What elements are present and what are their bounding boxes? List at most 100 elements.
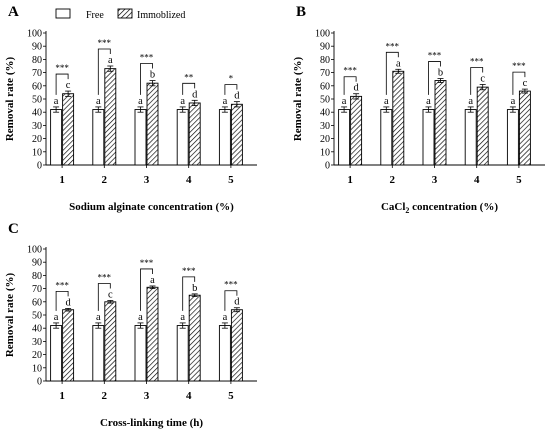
- chart-panel-c: C 0 10 20 30 40 50 60 70 80 90 100 Removal rate (%) C…: [4, 221, 257, 429]
- y-axis-title: Removal rate (%): [4, 57, 16, 142]
- y-tick-label: 20: [320, 134, 330, 145]
- bar-immoblized-1: [350, 95, 363, 166]
- significance-letter: a: [180, 312, 185, 323]
- significance-stars: ***: [140, 258, 154, 268]
- significance-bracket: [140, 63, 153, 95]
- x-axis-title: CaCl2 concentration (%): [381, 201, 498, 215]
- panel-letter: B: [296, 4, 306, 20]
- significance-stars: ***: [182, 266, 196, 276]
- y-tick-label: 0: [37, 161, 42, 172]
- y-tick-label: 10: [320, 147, 330, 158]
- y-tick-label: 30: [320, 121, 330, 132]
- bar-immoblized-2: [104, 68, 117, 166]
- y-tick-label: 50: [32, 95, 42, 106]
- significance-letter: a: [426, 96, 431, 107]
- panel-letter: C: [8, 221, 19, 237]
- significance-stars: ***: [470, 56, 484, 66]
- y-tick-label: 70: [32, 68, 42, 79]
- panel-letter: A: [8, 4, 19, 20]
- legend-swatch-immoblized: [117, 8, 133, 19]
- significance-bracket: [224, 290, 238, 311]
- y-tick-label: 70: [320, 68, 330, 79]
- x-tick-label: 2: [102, 390, 108, 402]
- x-tick-label: 2: [390, 174, 396, 186]
- y-tick-label: 60: [320, 81, 330, 92]
- y-tick-label: 90: [32, 258, 42, 269]
- significance-stars: ***: [386, 41, 400, 51]
- bar-immoblized-3: [146, 82, 159, 166]
- y-tick-label: 10: [32, 147, 42, 158]
- y-tick-label: 10: [32, 363, 42, 374]
- bar-free-1: [50, 109, 63, 166]
- significance-letter: a: [384, 96, 389, 107]
- bar-free-4: [176, 325, 189, 382]
- bar-immoblized-5: [230, 103, 243, 166]
- significance-letter: b: [438, 68, 443, 79]
- x-tick-label: 5: [228, 174, 234, 186]
- significance-stars: **: [184, 72, 194, 82]
- significance-letter: c: [108, 289, 113, 300]
- significance-stars: ***: [98, 38, 112, 48]
- significance-stars: ***: [428, 51, 442, 61]
- bar-free-1: [50, 325, 63, 382]
- y-tick-label: 40: [320, 108, 330, 119]
- x-tick-label: 1: [59, 390, 65, 402]
- y-tick-label: 90: [32, 42, 42, 53]
- significance-bracket: [97, 283, 111, 311]
- significance-letter: c: [66, 80, 71, 91]
- bar-free-3: [422, 109, 435, 166]
- bar-immoblized-5: [230, 309, 243, 382]
- significance-letter: a: [96, 96, 101, 107]
- significance-letter: d: [234, 297, 240, 308]
- x-tick-label: 5: [228, 390, 234, 402]
- y-tick-label: 20: [32, 134, 42, 145]
- x-tick-label: 4: [186, 174, 192, 186]
- significance-stars: ***: [343, 66, 357, 76]
- significance-letter: d: [234, 91, 240, 102]
- y-tick-label: 60: [32, 297, 42, 308]
- legend-label-free: Free: [86, 10, 104, 21]
- y-axis-title: Removal rate (%): [4, 273, 16, 358]
- bar-immoblized-2: [104, 301, 117, 382]
- y-tick-label: 30: [32, 337, 42, 348]
- bar-immoblized-4: [188, 102, 201, 166]
- x-tick-label: 5: [516, 174, 522, 186]
- significance-letter: a: [108, 55, 113, 66]
- y-tick-label: 40: [32, 108, 42, 119]
- bar-free-5: [218, 325, 231, 382]
- significance-letter: a: [96, 312, 101, 323]
- significance-stars: *: [229, 74, 234, 84]
- x-tick-label: 2: [102, 174, 108, 186]
- y-tick-label: 80: [320, 55, 330, 66]
- y-tick-label: 60: [32, 81, 42, 92]
- bar-immoblized-5: [518, 90, 531, 166]
- x-tick-label: 3: [432, 174, 438, 186]
- significance-letter: a: [138, 312, 143, 323]
- y-tick-label: 0: [325, 161, 330, 172]
- y-tick-label: 50: [320, 95, 330, 106]
- significance-stars: ***: [512, 61, 526, 71]
- significance-letter: a: [180, 96, 185, 107]
- significance-letter: b: [150, 70, 155, 81]
- bar-free-2: [380, 109, 393, 166]
- significance-letter: d: [65, 297, 71, 308]
- significance-bracket: [428, 61, 441, 95]
- significance-letter: a: [223, 96, 228, 107]
- bar-immoblized-3: [146, 286, 159, 382]
- y-tick-label: 100: [315, 29, 330, 40]
- x-tick-label: 3: [144, 174, 150, 186]
- significance-letter: a: [342, 96, 347, 107]
- significance-letter: a: [54, 96, 59, 107]
- significance-bracket: [470, 67, 484, 95]
- bar-free-2: [92, 325, 105, 382]
- bar-free-4: [176, 109, 189, 166]
- y-tick-label: 30: [32, 121, 42, 132]
- significance-bracket: [55, 291, 69, 311]
- y-tick-label: 70: [32, 284, 42, 295]
- significance-letter: c: [480, 73, 485, 84]
- significance-bracket: [182, 276, 196, 311]
- bar-immoblized-1: [62, 93, 75, 166]
- significance-bracket: [140, 268, 153, 311]
- bar-immoblized-2: [392, 70, 405, 166]
